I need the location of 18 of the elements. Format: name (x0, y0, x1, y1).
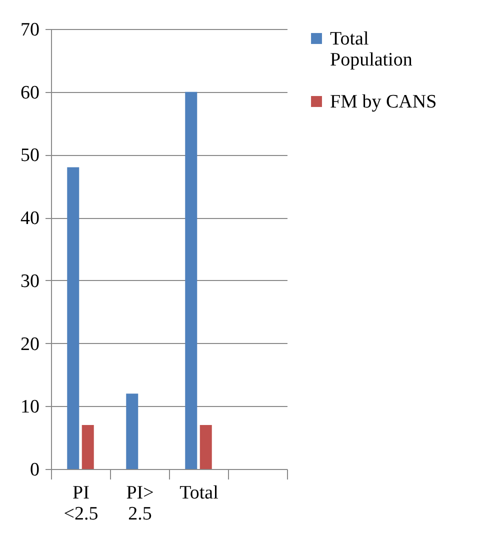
legend-label: Total Population (330, 28, 413, 70)
y-tick-label: 60 (20, 82, 40, 104)
y-tick-label: 50 (20, 145, 40, 166)
legend-label: FM by CANS (330, 92, 437, 112)
x-tick-label: PI <2.5 (64, 482, 98, 524)
x-tick-label: Total (180, 482, 218, 504)
y-tick-label: 0 (30, 460, 40, 480)
y-tick-label: 30 (20, 270, 40, 292)
bar (126, 394, 138, 469)
bar (200, 425, 212, 469)
y-tick-label: 70 (20, 20, 40, 40)
bar (82, 425, 94, 469)
bar (67, 167, 80, 469)
bar (185, 92, 198, 469)
y-tick-label: 40 (20, 208, 40, 230)
x-tick-label: PI> 2.5 (126, 482, 154, 524)
y-tick-label: 10 (20, 396, 40, 418)
y-tick-label: 20 (20, 334, 40, 355)
